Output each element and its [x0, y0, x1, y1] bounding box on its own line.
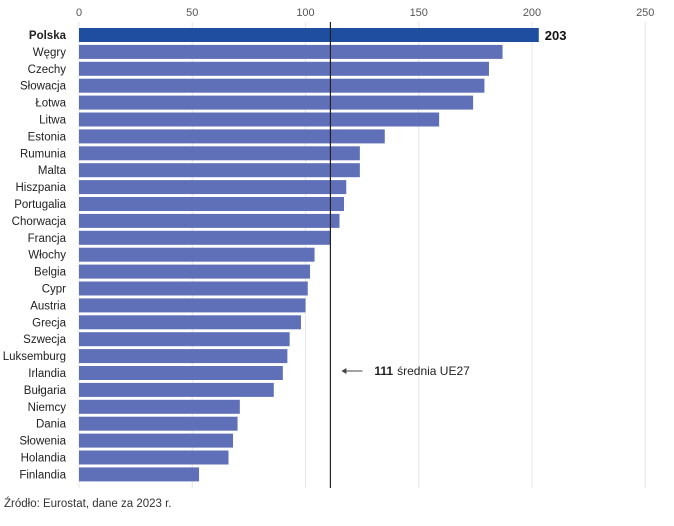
category-label: Węgry	[33, 47, 66, 59]
bar	[79, 95, 474, 110]
bar	[79, 450, 229, 465]
highlight-value-label: 203	[545, 28, 567, 43]
category-label: Polska	[29, 30, 67, 42]
category-label: Słowenia	[19, 436, 66, 448]
reference-line-group: 111 średnia UE27	[329, 22, 470, 488]
x-tick-label: 100	[296, 7, 314, 19]
category-label: Cypr	[42, 284, 66, 296]
category-label: Szwecja	[23, 334, 66, 346]
category-label: Luksemburg	[3, 351, 66, 363]
bar	[79, 197, 345, 211]
bar	[79, 112, 440, 127]
category-label: Dania	[36, 419, 67, 431]
category-label: Francja	[28, 233, 67, 245]
x-tick-label: 0	[76, 7, 82, 19]
bars: Polska Węgry Czechy Słowacja Łotwa Litwa Eston…	[3, 28, 567, 482]
category-label: Słowacja	[20, 81, 67, 93]
category-label: Niemcy	[28, 402, 67, 414]
bar	[79, 264, 311, 279]
category-label: Grecja	[32, 317, 66, 329]
bar	[79, 44, 503, 59]
bar	[79, 247, 315, 262]
bar	[79, 129, 385, 144]
bar	[79, 467, 200, 482]
category-label: Estonia	[28, 131, 67, 143]
category-label: Łotwa	[35, 98, 66, 110]
bar	[79, 382, 274, 397]
average-annotation: 111 średnia UE27	[374, 364, 470, 378]
x-tick-label: 150	[410, 7, 428, 19]
bar	[79, 366, 283, 380]
x-tick-label: 250	[636, 7, 654, 19]
x-tick-label: 200	[523, 7, 541, 19]
bar	[79, 180, 347, 195]
category-label: Rumunia	[20, 148, 67, 160]
source-note: Źródło: Eurostat, dane za 2023 r.	[4, 498, 172, 510]
bar	[79, 433, 234, 448]
annotation-arrow-head	[341, 368, 347, 374]
bar	[79, 230, 331, 245]
bar	[79, 332, 290, 347]
category-label: Malta	[38, 165, 67, 177]
bar	[79, 78, 485, 93]
x-tick-label: 50	[186, 7, 198, 19]
category-label: Holandia	[21, 453, 67, 465]
bar	[79, 349, 288, 364]
category-label: Belgia	[34, 267, 67, 279]
category-label: Austria	[30, 300, 66, 312]
category-label: Litwa	[39, 115, 66, 127]
category-label: Włochy	[28, 250, 66, 262]
category-label: Czechy	[28, 64, 67, 76]
category-label: Hiszpania	[16, 182, 67, 194]
category-label: Chorwacja	[12, 216, 67, 228]
x-axis-ticks: 0 50 100 150 200 250	[76, 7, 654, 19]
bar	[79, 146, 360, 161]
category-label: Bułgaria	[24, 385, 67, 397]
bar	[79, 163, 360, 178]
bar	[79, 399, 240, 414]
average-label: średnia UE27	[397, 364, 470, 378]
category-label: Portugalia	[14, 199, 66, 211]
category-label: Finlandia	[19, 469, 66, 481]
bar	[79, 281, 308, 296]
bar	[79, 213, 340, 228]
bar	[79, 416, 238, 431]
category-label: Irlandia	[28, 368, 66, 380]
bar	[79, 61, 489, 76]
average-value: 111	[374, 364, 393, 378]
bar	[79, 298, 306, 313]
bar	[79, 28, 539, 42]
bar	[79, 315, 301, 330]
